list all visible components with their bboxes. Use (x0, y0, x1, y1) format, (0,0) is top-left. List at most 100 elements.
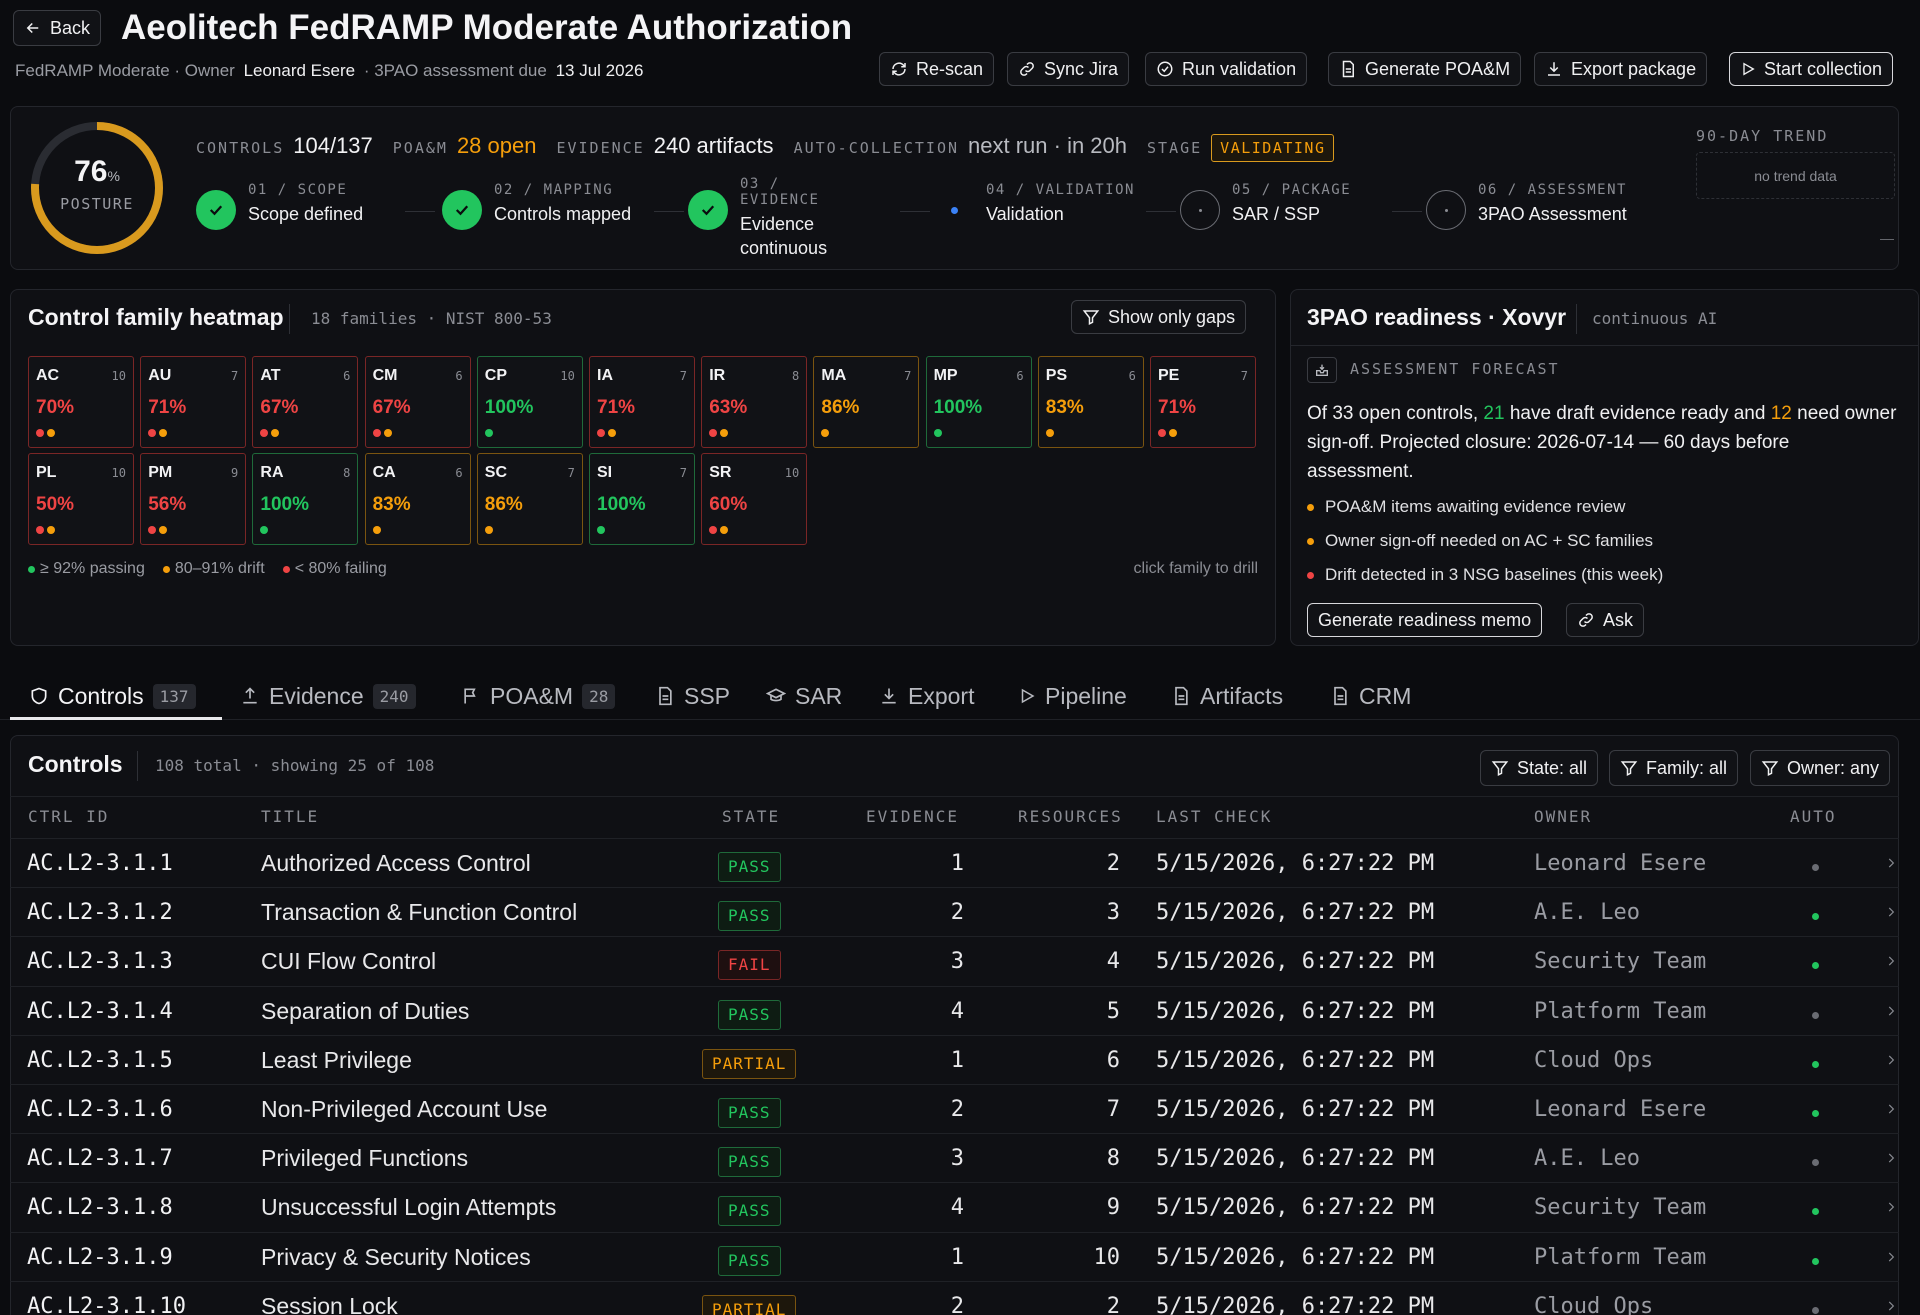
chevron-right-icon[interactable] (1884, 954, 1898, 1003)
evidence-count: 2 (950, 1097, 964, 1122)
run-validation-button[interactable]: Run validation (1145, 52, 1308, 86)
heatmap-cell-ir[interactable]: IR 8 63% (701, 356, 808, 448)
state-badge: PASS (718, 999, 781, 1030)
heatmap-cell-ps[interactable]: PS 6 83% (1037, 356, 1144, 448)
back-button[interactable]: Back (13, 10, 102, 46)
export-package-button[interactable]: Export package (1534, 52, 1708, 86)
summary-text: Of 33 open controls, (1307, 403, 1479, 424)
table-row[interactable]: AC.L2-3.1.1 Authorized Access Control PASS… (10, 838, 1899, 887)
posture-label: POSTURE (60, 195, 134, 213)
tab-sar[interactable]: SAR (766, 673, 842, 719)
heatmap-cell-pl[interactable]: PL 10 50% (28, 453, 134, 545)
family-count: 7 (1240, 369, 1248, 383)
chevron-right-icon[interactable] (1884, 905, 1898, 954)
owner-filter[interactable]: Owner: any (1750, 750, 1891, 786)
col-title[interactable]: TITLE (261, 807, 320, 826)
chevron-right-icon[interactable] (1884, 856, 1898, 905)
chevron-right-icon[interactable] (1884, 1102, 1898, 1151)
col-evidence[interactable]: EVIDENCE (866, 807, 960, 826)
evidence-count: 4 (950, 998, 964, 1024)
table-row[interactable]: AC.L2-3.1.5 Least Privilege PARTIAL 1 6 5/15/… (10, 1034, 1899, 1084)
chevron-right-icon[interactable] (1884, 1200, 1898, 1249)
family-count: 9 (230, 466, 239, 480)
heatmap-cell-ca[interactable]: CA 6 83% (364, 453, 471, 545)
generate-memo-button[interactable]: Generate readiness memo (1307, 603, 1543, 637)
trend-placeholder: no trend data (1696, 152, 1895, 199)
check-icon (701, 205, 715, 216)
ask-button[interactable]: Ask (1566, 603, 1645, 637)
chevron-right-icon[interactable] (1884, 1250, 1898, 1299)
page-title: Aeolitech FedRAMP Moderate Authorization (121, 8, 853, 47)
tab-artifacts[interactable]: Artifacts (1171, 673, 1283, 719)
owner-name: A.E. Leo (1534, 1146, 1640, 1172)
family-status-dots (484, 429, 493, 437)
tab-poam[interactable]: POA&M 28 (461, 673, 616, 719)
step-connector (1392, 211, 1422, 212)
family-count: 7 (567, 466, 575, 480)
col-auto[interactable]: AUTO (1790, 807, 1837, 826)
table-row[interactable]: AC.L2-3.1.9 Privacy & Security Notices PAS… (10, 1231, 1899, 1281)
family-code: CM (372, 367, 398, 384)
col-owner[interactable]: OWNER (1534, 807, 1593, 826)
chevron-right-icon[interactable] (1884, 1151, 1898, 1200)
start-collection-button[interactable]: Start collection (1729, 52, 1894, 86)
heatmap-cell-ra[interactable]: RA 8 100% (252, 453, 359, 545)
table-row[interactable]: AC.L2-3.1.10 Session Lock PARTIAL 2 2 5/15/20… (10, 1280, 1899, 1315)
family-filter[interactable]: Family: all (1609, 750, 1739, 786)
show-gaps-button[interactable]: Show only gaps (1071, 300, 1247, 334)
heatmap-cell-pm[interactable]: PM 9 56% (140, 453, 247, 545)
tab-ssp[interactable]: SSP (655, 673, 730, 719)
step-validation: 04 / VALIDATION Validation (934, 182, 1135, 230)
col-resources[interactable]: RESOURCES (1018, 807, 1123, 826)
heatmap-cell-sc[interactable]: SC 7 86% (476, 453, 583, 545)
tab-controls[interactable]: Controls 137 (29, 673, 196, 719)
resources-count: 9 (1106, 1195, 1120, 1221)
tab-evidence[interactable]: Evidence 240 (240, 673, 416, 719)
heatmap-cell-au[interactable]: AU 7 71% (140, 356, 247, 448)
heatmap-cell-sr[interactable]: SR 10 60% (701, 453, 808, 545)
family-count: 10 (560, 369, 575, 383)
rescan-button[interactable]: Re-scan (879, 52, 995, 86)
step-name: Scope defined (248, 204, 364, 224)
table-row[interactable]: AC.L2-3.1.7 Privileged Functions PASS 3 8 5/1… (10, 1133, 1899, 1182)
tab-pipeline[interactable]: Pipeline (1018, 673, 1127, 719)
owner-name: Security Team (1534, 1195, 1707, 1221)
ask-label: Ask (1603, 609, 1634, 630)
heatmap-cell-ma[interactable]: MA 7 86% (813, 356, 920, 448)
control-id: AC.L2-3.1.7 (27, 1146, 173, 1172)
chevron-right-icon[interactable] (1884, 1053, 1898, 1102)
table-row[interactable]: AC.L2-3.1.2 Transaction & Function Contro… (10, 887, 1899, 936)
col-last-check[interactable]: LAST CHECK (1156, 807, 1273, 826)
last-check: 5/15/2026, 6:27:22 PM (1156, 1146, 1435, 1172)
sync-jira-button[interactable]: Sync Jira (1007, 52, 1130, 86)
table-row[interactable]: AC.L2-3.1.6 Non-Privileged Account Use PAS… (10, 1084, 1899, 1133)
generate-poam-button[interactable]: Generate POA&M (1328, 52, 1522, 86)
heatmap-cell-ac[interactable]: AC 10 70% (28, 356, 134, 448)
family-code: PS (1045, 367, 1068, 384)
resources-count: 7 (1106, 1097, 1120, 1122)
col-state[interactable]: STATE (722, 807, 781, 826)
heatmap-cell-pe[interactable]: PE 7 71% (1150, 356, 1256, 448)
heatmap-cell-at[interactable]: AT 6 67% (252, 356, 359, 448)
family-count: 6 (1016, 369, 1024, 383)
heatmap-cell-cm[interactable]: CM 6 67% (364, 356, 471, 448)
table-row[interactable]: AC.L2-3.1.3 CUI Flow Control FAIL 3 4 5/15/20… (10, 936, 1899, 985)
chevron-right-icon[interactable] (1884, 1299, 1898, 1315)
state-filter[interactable]: State: all (1480, 750, 1599, 786)
family-code: IR (709, 367, 726, 384)
chevron-right-icon[interactable] (1884, 1004, 1898, 1053)
heatmap-cell-si[interactable]: SI 7 100% (589, 453, 695, 545)
heatmap-cell-cp[interactable]: CP 10 100% (476, 356, 583, 448)
table-row[interactable]: AC.L2-3.1.4 Separation of Duties PASS 4 5 5/1… (10, 985, 1899, 1035)
heatmap-cell-ia[interactable]: IA 7 71% (589, 356, 695, 448)
show-gaps-label: Show only gaps (1108, 306, 1236, 327)
tab-crm[interactable]: CRM (1330, 673, 1411, 719)
state-badge: PASS (718, 1196, 781, 1227)
table-row[interactable]: AC.L2-3.1.8 Unsuccessful Login Attempts PA… (10, 1182, 1899, 1231)
tab-export[interactable]: Export (879, 673, 974, 719)
poam-value: 28 open (456, 133, 537, 158)
heatmap-cell-mp[interactable]: MP 6 100% (925, 356, 1032, 448)
shield-icon (31, 687, 47, 705)
col-ctrl-id[interactable]: CTRL ID (28, 807, 110, 826)
last-check: 5/15/2026, 6:27:22 PM (1156, 1195, 1435, 1221)
